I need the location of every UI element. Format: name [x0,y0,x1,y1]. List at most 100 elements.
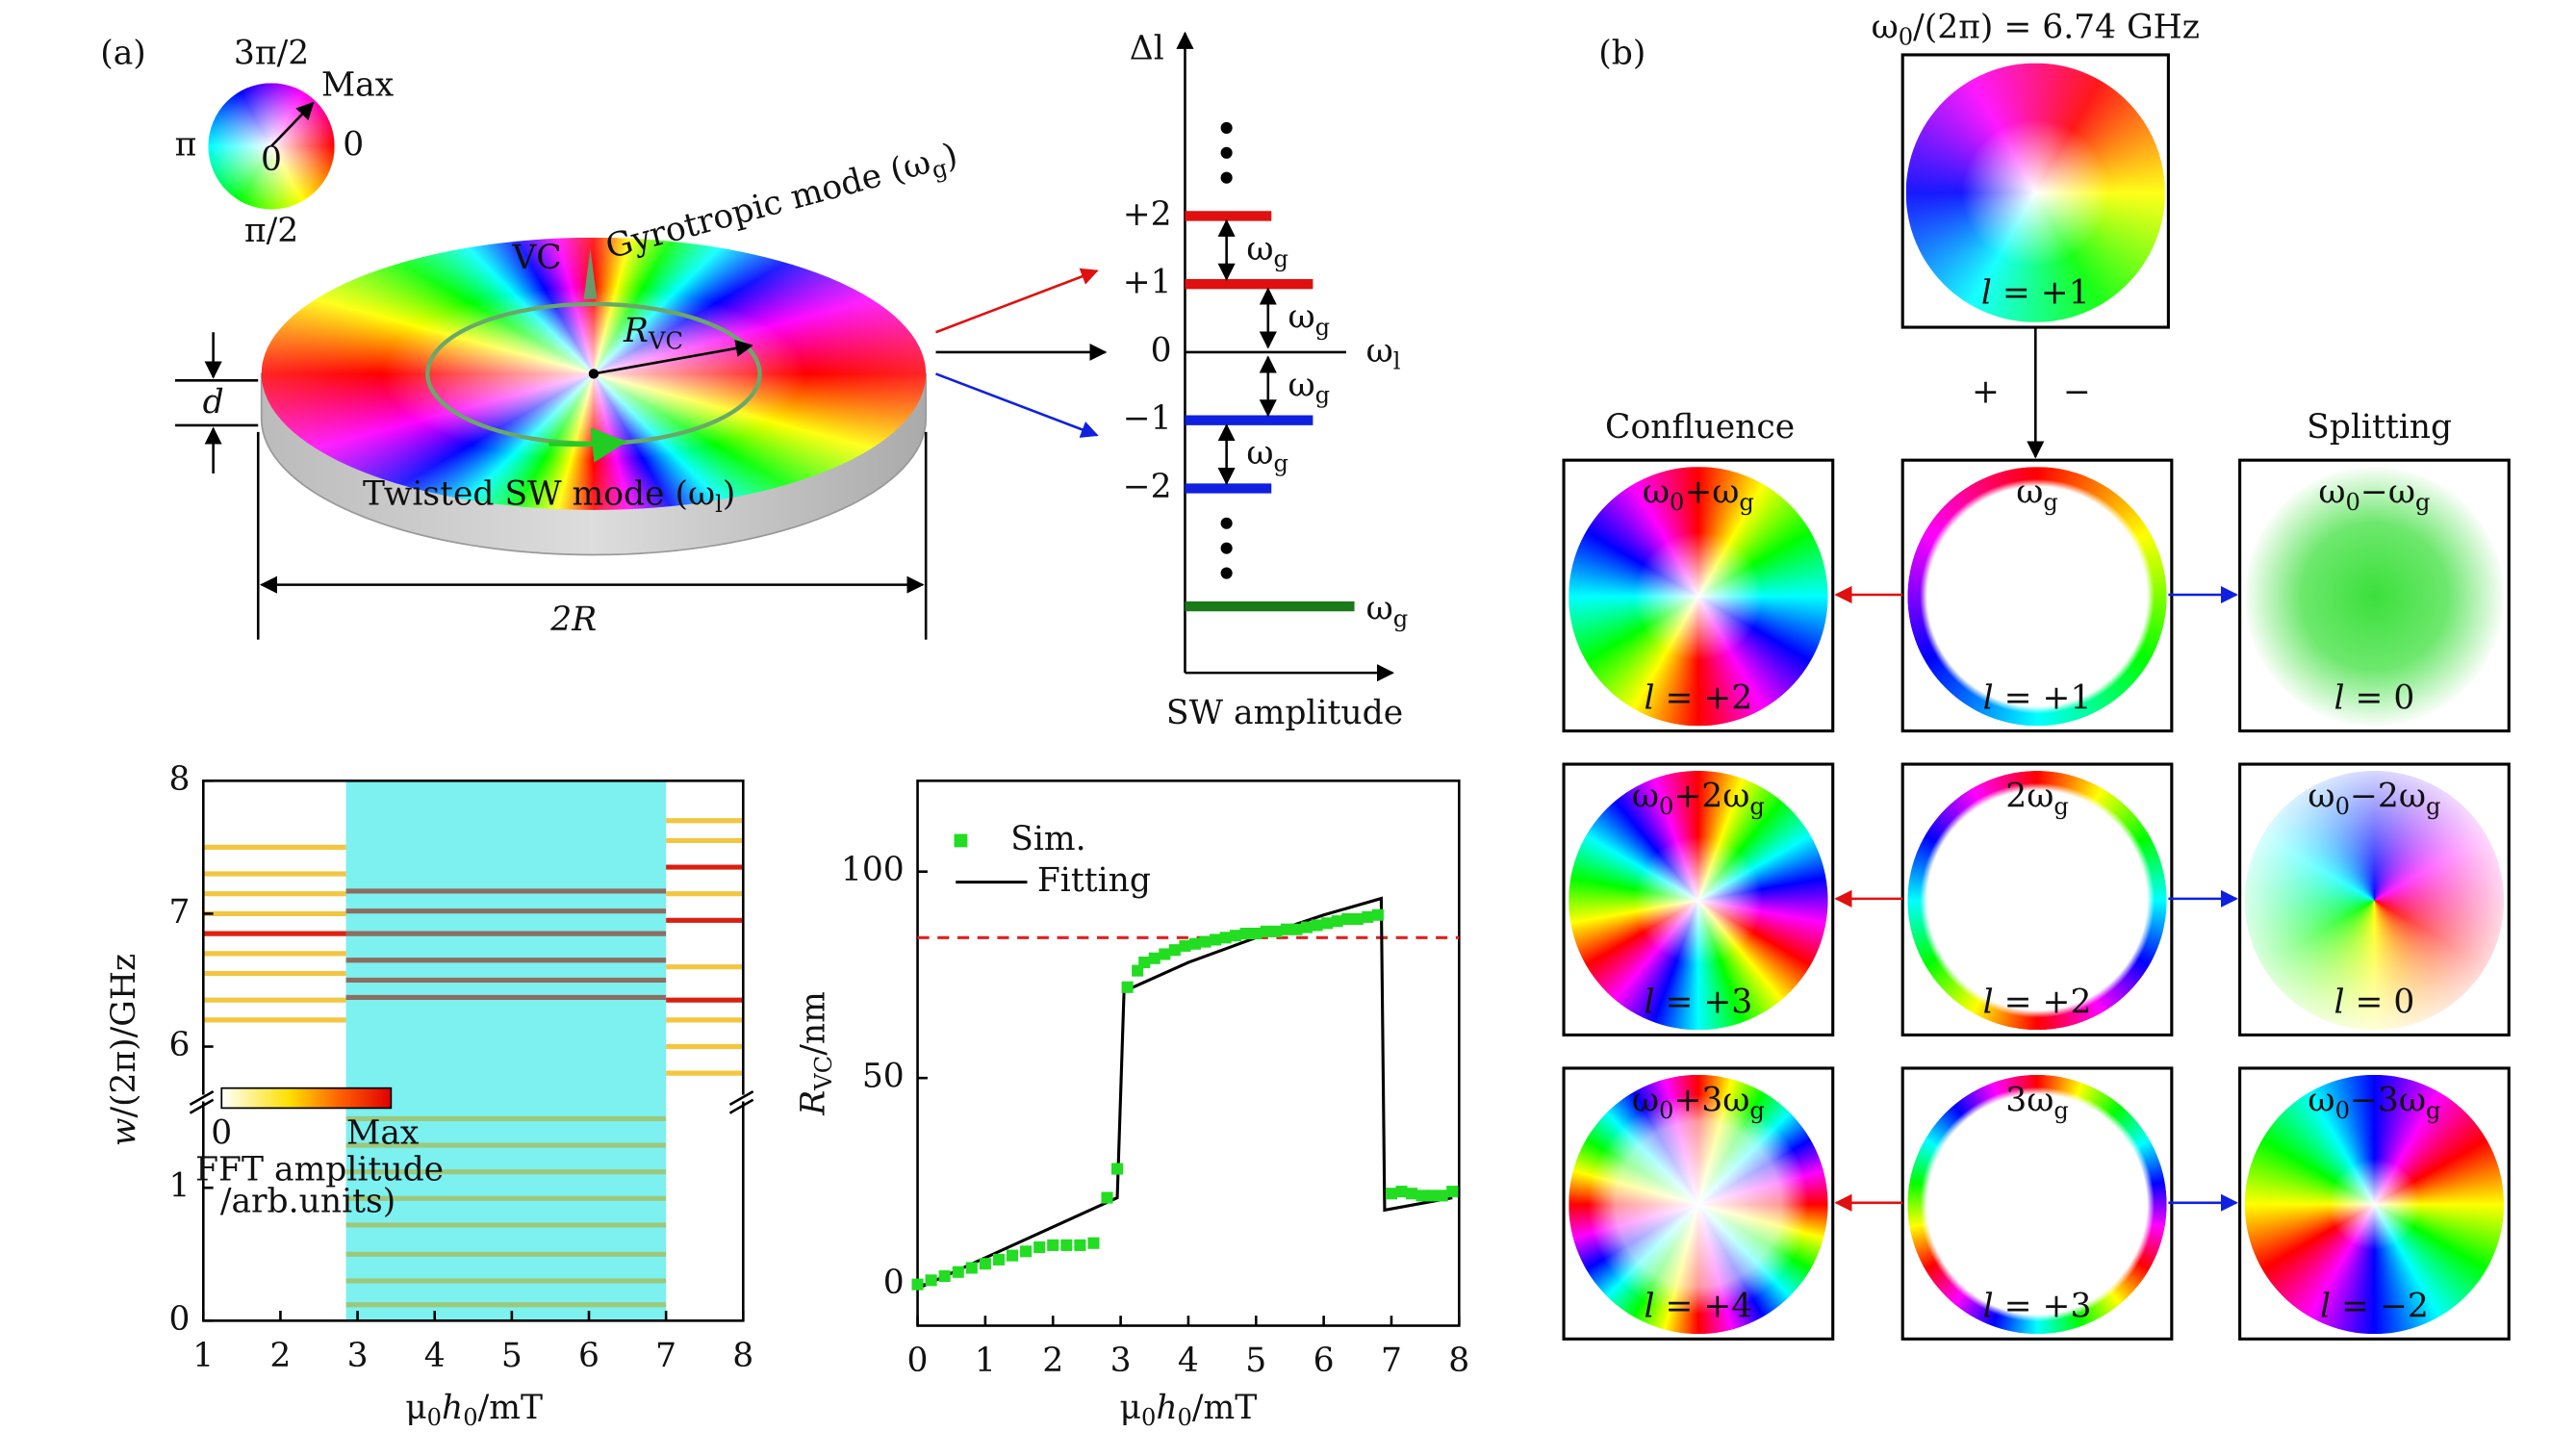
sim-point [911,1278,924,1291]
wheel-arrow [270,101,315,147]
text-part: g [1274,449,1288,476]
text-part: = 0 [2345,678,2415,717]
l-label: l = +2 [1983,983,2092,1021]
text-part: l [1983,1287,1994,1325]
ellipsis-dot [1220,121,1233,134]
text-part: = 0 [2345,983,2415,1021]
box-title: ω0+3ωg [1632,1081,1765,1123]
text-part: /(2π)/GHz [105,954,143,1118]
text-part: 0 [1659,1096,1673,1123]
sim-point [1210,933,1222,946]
colorbar-label: Max [346,1114,420,1153]
text-part: +3ω [1673,1081,1749,1119]
sim-point [938,1270,951,1283]
text-part: 0 [1659,792,1673,819]
axis-label: SW amplitude [1166,694,1403,732]
vortex-image [2244,467,2505,727]
sim-point [1300,921,1314,933]
level-tick: −1 [1123,399,1172,438]
text-part: = −2 [2331,1287,2429,1325]
sim-point [1446,1186,1459,1198]
vortex-image [1569,770,1828,1031]
column-title: Confluence [1605,408,1795,447]
legend-label: Fitting [1037,861,1151,900]
text-part: +ω [1684,473,1739,511]
sim-point [1020,1245,1033,1258]
sim-point [1101,1191,1113,1204]
text-part: ω [1246,434,1273,473]
x-tick-label: 7 [1381,1342,1402,1380]
vortex-image [1907,467,2167,727]
sim-point [1087,1237,1100,1249]
y-tick-label: 6 [169,1026,191,1064]
sim-point [1121,981,1134,993]
box-title: ω0−2ωg [2308,777,2440,819]
text-part: 0 [2335,1096,2350,1123]
sim-point [1179,939,1191,952]
disk-label: RVC [623,312,683,354]
x-tick-label: 5 [1245,1342,1266,1380]
sim-point [1111,1163,1124,1175]
ellipsis-dot [1220,517,1233,529]
arrow [935,372,1099,438]
text-part: g [1315,313,1330,340]
wheel-label: 0 [261,141,282,179]
x-tick-label: 3 [1110,1342,1132,1380]
l-label: l = +1 [1983,678,2092,717]
sim-point [1188,937,1202,950]
level-label: ωg [1366,589,1409,631]
text-part: l [2334,983,2345,1021]
x-tick-label: 4 [1178,1342,1199,1380]
text-part: R [794,1090,832,1116]
level-tick: 0 [1151,331,1172,370]
text-part: ω [2308,1081,2334,1119]
colorbar-label: 0 [211,1114,232,1153]
y-tick-label: 7 [169,893,191,932]
text-part: −2ω [2350,777,2426,815]
spacing-label: ωg [1288,366,1331,408]
disk-label: VC [511,239,561,277]
text-part: VC [809,1056,836,1091]
l-label: l = +3 [1983,1287,2092,1325]
dim-label: 2R [549,601,597,639]
legend-marker [954,833,968,848]
vortex-image [1569,1074,1828,1335]
sim-point [1199,935,1211,948]
legend-label: Sim. [1010,820,1085,858]
text-part: 0 [1178,1404,1192,1431]
sign: + [1972,373,2000,412]
wheel-label: π/2 [244,212,298,250]
text-part: ω [1872,8,1899,46]
text-part: ω [1632,1081,1659,1119]
dim-label: d [203,383,224,422]
vortex-image-fill [1907,1074,2167,1335]
l-label: l = +1 [1981,273,2090,312]
text-part: g [1739,489,1753,516]
plot-frame [201,780,745,1322]
ellipsis-dot [1220,171,1233,184]
sim-point [965,1262,978,1274]
x-tick-label: 6 [578,1337,599,1375]
l-label: l = +2 [1644,678,1752,717]
sim-point [1074,1239,1086,1251]
text-part: l [1983,678,1994,717]
x-tick-label: 2 [1042,1342,1063,1380]
sim-point [1159,948,1171,960]
text-part: l [1393,347,1401,374]
text-part: VC [648,327,683,354]
sim-point [1230,930,1242,942]
level-tick: +2 [1123,195,1172,234]
text-part: ω [1288,297,1315,336]
text-part: μ [405,1388,426,1426]
x-tick-label: 4 [424,1337,446,1375]
image-box [2238,762,2511,1036]
l-label: l = 0 [2334,983,2415,1021]
box-title: ω0+2ωg [1632,777,1765,819]
image-box [2238,458,2511,733]
text-part: = +1 [1994,678,2092,717]
sim-point [1362,910,1374,923]
sim-point [1250,927,1262,940]
image-box [1562,458,1835,733]
disk-label: Twisted SW mode (ωl) [363,474,735,517]
